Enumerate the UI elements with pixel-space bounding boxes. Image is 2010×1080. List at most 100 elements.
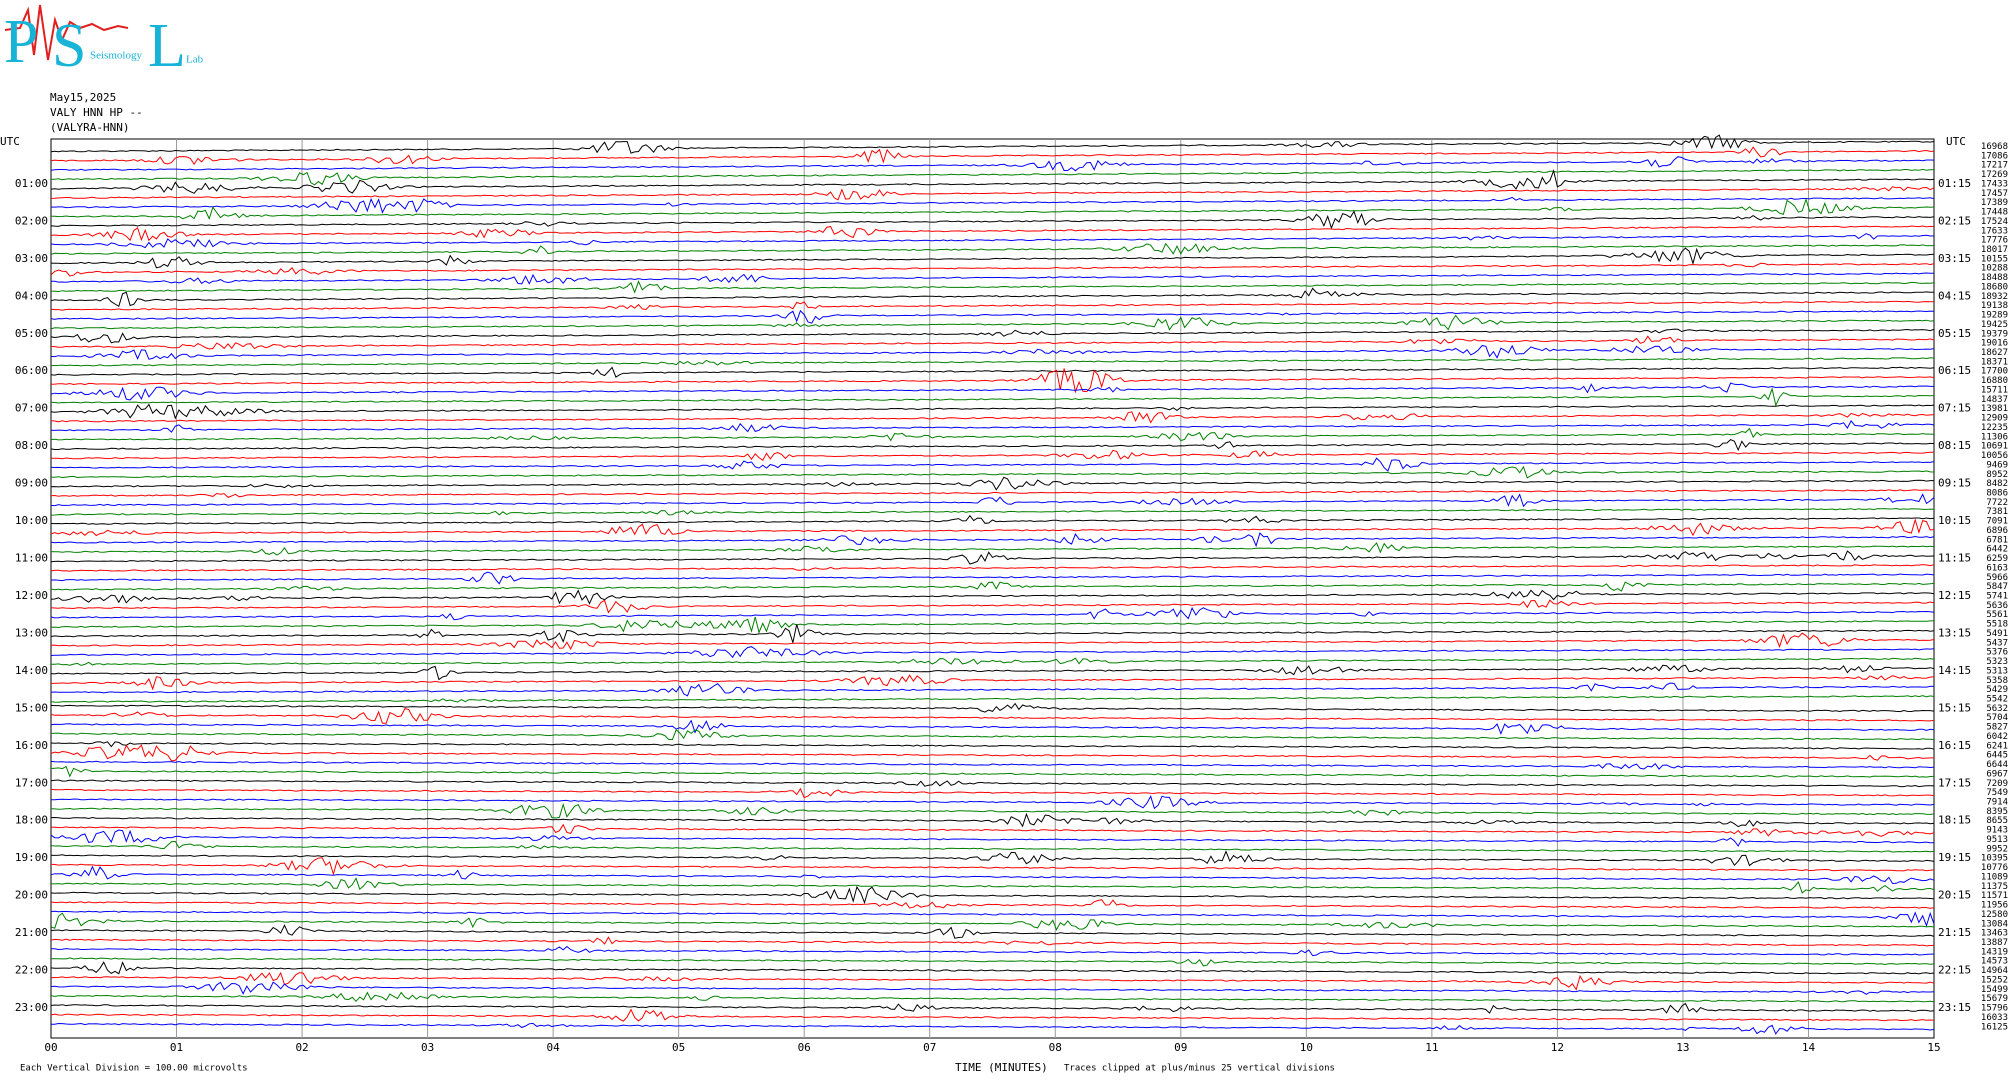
- x-tick-label: 05: [672, 1041, 685, 1054]
- x-tick-label: 00: [44, 1041, 57, 1054]
- right-time-label: 18:15: [1938, 814, 1971, 827]
- x-tick-label: 06: [798, 1041, 811, 1054]
- trace: [51, 945, 1934, 957]
- trace: [50, 829, 1935, 847]
- trace-value: 17457: [1981, 189, 2008, 199]
- trace: [50, 357, 1935, 367]
- trace: [50, 169, 1935, 194]
- right-time-label: 16:15: [1938, 739, 1971, 752]
- trace: [50, 489, 1935, 498]
- right-time-label: 23:15: [1938, 1001, 1971, 1014]
- trace-value: 12909: [1981, 414, 2008, 424]
- trace: [50, 823, 1935, 837]
- left-time-label: 23:00: [15, 1001, 48, 1014]
- trace: [50, 1022, 1935, 1035]
- left-time-label: 02:00: [15, 214, 48, 227]
- trace-value: 7549: [1986, 788, 2008, 798]
- trace: [50, 344, 1935, 360]
- trace: [50, 971, 1935, 991]
- right-time-label: 15:15: [1938, 701, 1971, 714]
- left-time-label: 04:00: [15, 289, 48, 302]
- trace: [50, 186, 1935, 201]
- right-time-label: 10:15: [1938, 514, 1971, 527]
- trace: [50, 1002, 1935, 1014]
- trace: [50, 812, 1935, 828]
- trace: [50, 910, 1935, 928]
- trace: [50, 514, 1935, 525]
- trace: [50, 695, 1935, 703]
- trace: [50, 300, 1934, 311]
- trace-value: 16033: [1981, 1013, 2008, 1023]
- trace-value: 5518: [1986, 620, 2008, 630]
- trace: [50, 632, 1935, 651]
- trace: [50, 403, 1935, 420]
- trace-value: 18017: [1981, 245, 2008, 255]
- trace: [50, 314, 1935, 331]
- trace: [51, 197, 1935, 220]
- left-time-label: 06:00: [15, 364, 48, 377]
- trace-value: 6445: [1986, 751, 2008, 761]
- trace: [50, 476, 1934, 491]
- trace: [50, 865, 1935, 885]
- trace: [50, 787, 1935, 799]
- trace-value: 9952: [1986, 844, 2008, 854]
- trace: [50, 427, 1935, 442]
- trace: [50, 287, 1934, 308]
- trace-value: 6259: [1986, 554, 2008, 564]
- trace-value: 18371: [1981, 357, 2008, 367]
- trace-value: 17389: [1981, 198, 2008, 208]
- trace: [50, 991, 1935, 1003]
- trace: [50, 877, 1935, 894]
- trace: [50, 857, 1935, 876]
- left-time-label: 13:00: [15, 626, 48, 639]
- x-tick-label: 11: [1425, 1041, 1438, 1054]
- trace: [50, 961, 1935, 975]
- trace-value: 11306: [1981, 432, 2008, 442]
- trace-value: 10691: [1981, 442, 2008, 452]
- trace: [50, 765, 1935, 778]
- trace: [50, 532, 1935, 548]
- trace-value: 11571: [1981, 891, 2008, 901]
- trace: [50, 368, 1935, 394]
- trace-value: 15252: [1981, 975, 2008, 985]
- trace-value: 8655: [1986, 816, 2008, 826]
- trace-value: 17700: [1981, 367, 2008, 377]
- trace: [50, 493, 1935, 508]
- trace: [50, 242, 1934, 255]
- trace-value: 6781: [1986, 535, 2008, 545]
- right-time-label: 19:15: [1938, 851, 1971, 864]
- trace-value: 18488: [1981, 273, 2008, 283]
- trace-value: 13887: [1981, 938, 2008, 948]
- trace-value: 5313: [1986, 666, 2008, 676]
- footer-scale: Each Vertical Division = 100.00 microvol…: [20, 1064, 248, 1074]
- left-time-label: 01:00: [15, 177, 48, 190]
- trace-value: 18932: [1981, 292, 2008, 302]
- right-time-label: 09:15: [1938, 477, 1971, 490]
- trace: [50, 744, 1934, 762]
- logo-word: Seismology: [90, 50, 142, 62]
- trace-value: 14319: [1981, 947, 2008, 957]
- trace: [50, 760, 1935, 770]
- trace: [50, 564, 1935, 572]
- trace: [50, 465, 1935, 479]
- trace-value: 5561: [1986, 610, 2008, 620]
- trace-value: 5491: [1986, 629, 2008, 639]
- trace: [50, 707, 1935, 724]
- trace-value: 15679: [1981, 994, 2008, 1004]
- trace-value: 10155: [1981, 254, 2008, 264]
- logo-wave: [4, 4, 129, 61]
- trace-value: 10288: [1981, 264, 2008, 274]
- trace-value: 5376: [1986, 648, 2008, 658]
- trace-value: 18627: [1981, 348, 2008, 358]
- left-time-label: 11:00: [15, 552, 48, 565]
- right-axis-title: UTC: [1946, 135, 1966, 148]
- trace: [50, 328, 1935, 344]
- x-tick-label: 01: [170, 1041, 183, 1054]
- right-time-label: 22:15: [1938, 964, 1971, 977]
- trace: [50, 387, 1935, 407]
- trace: [50, 134, 1935, 154]
- trace-value: 17776: [1981, 236, 2008, 246]
- footer-clip: Traces clipped at plus/minus 25 vertical…: [1064, 1064, 1335, 1074]
- x-tick-label: 04: [547, 1041, 561, 1054]
